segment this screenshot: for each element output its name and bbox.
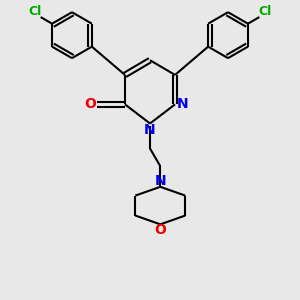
Text: N: N bbox=[154, 174, 166, 188]
Text: O: O bbox=[85, 98, 97, 111]
Text: O: O bbox=[154, 223, 166, 237]
Text: N: N bbox=[177, 98, 188, 111]
Text: Cl: Cl bbox=[258, 5, 271, 18]
Text: Cl: Cl bbox=[29, 5, 42, 18]
Text: N: N bbox=[144, 123, 155, 137]
